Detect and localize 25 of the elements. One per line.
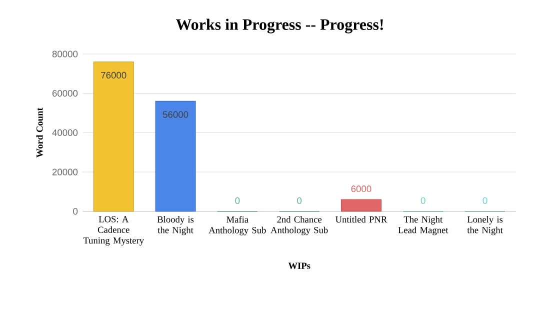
data-label: 0 bbox=[420, 197, 426, 204]
data-label: 56000 bbox=[162, 111, 188, 118]
bar bbox=[155, 100, 196, 212]
x-tick-label: Bloody is the Night bbox=[157, 216, 194, 236]
x-tick-label: Lonely is the Night bbox=[467, 216, 503, 236]
data-label: 76000 bbox=[101, 72, 126, 79]
chart-title: Works in Progress -- Progress! bbox=[176, 18, 383, 34]
y-tick-label: 0 bbox=[73, 208, 78, 215]
x-tick-label: Mafia Anthology Sub bbox=[208, 216, 266, 236]
y-axis-title: Word Count bbox=[36, 108, 43, 158]
data-label: 0 bbox=[297, 197, 302, 204]
x-tick-label: LOS: A Cadence Tuning Mystery bbox=[83, 216, 144, 246]
data-label: 6000 bbox=[351, 186, 372, 192]
x-axis-title: WIPs bbox=[288, 262, 310, 269]
y-tick-label: 60000 bbox=[52, 90, 78, 97]
y-tick-label: 40000 bbox=[52, 129, 78, 136]
x-tick-label: 2nd Chance Anthology Sub bbox=[270, 216, 328, 236]
data-label: 0 bbox=[482, 197, 488, 204]
y-tick-label: 80000 bbox=[52, 50, 78, 58]
bar bbox=[340, 199, 382, 212]
x-tick-label: Untitled PNR bbox=[335, 216, 388, 223]
data-label: 0 bbox=[235, 197, 240, 204]
x-tick-label: The Night Lead Magnet bbox=[398, 216, 448, 236]
y-tick-label: 20000 bbox=[52, 168, 78, 176]
bar bbox=[93, 62, 134, 212]
